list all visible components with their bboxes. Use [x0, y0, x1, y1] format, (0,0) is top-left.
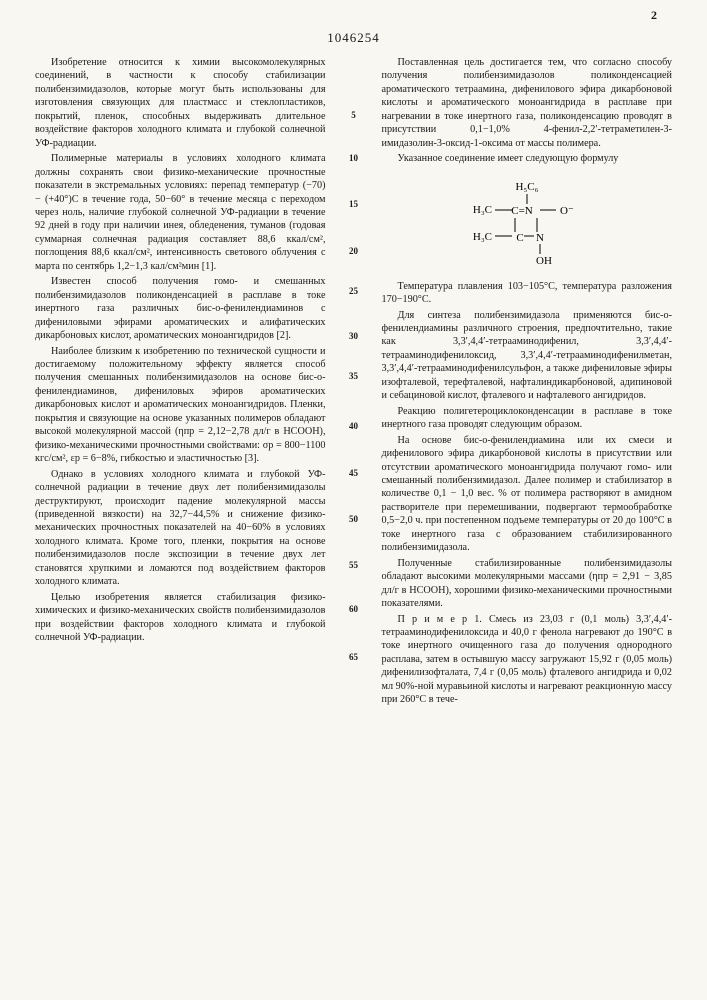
line-number: 60 [346, 604, 362, 614]
line-number: 45 [346, 468, 362, 478]
line-number: 20 [346, 246, 362, 256]
paragraph: П р и м е р 1. Смесь из 23,03 г (0,1 мол… [382, 613, 673, 707]
paragraph: Реакцию полигетероциклоконденсации в рас… [382, 405, 673, 432]
paragraph: Изобретение относится к химии высокомоле… [35, 56, 326, 150]
line-number: 35 [346, 371, 362, 381]
chemical-structure: H₅C₆ H₃C C=N O⁻ H₃C C N OH [382, 174, 673, 272]
molecule-svg: H₅C₆ H₃C C=N O⁻ H₃C C N OH [452, 178, 602, 268]
chem-label: H₃C [473, 231, 492, 243]
paragraph: Температура плавления 103−105°С, темпера… [382, 280, 673, 307]
paragraph: Наиболее близким к изобретению по технич… [35, 345, 326, 466]
chem-label: H₃C [473, 204, 492, 216]
right-column: Поставленная цель достигается тем, что с… [382, 56, 673, 709]
chem-label: C=N [511, 205, 533, 217]
chem-label: H₅C₆ [515, 181, 538, 193]
paragraph: Однако в условиях холодного климата и гл… [35, 468, 326, 589]
line-number: 5 [346, 110, 362, 120]
chem-label: N [536, 232, 544, 244]
paragraph: Поставленная цель достигается тем, что с… [382, 56, 673, 150]
line-number: 40 [346, 421, 362, 431]
line-number: 50 [346, 514, 362, 524]
line-number: 15 [346, 199, 362, 209]
line-number: 65 [346, 652, 362, 662]
paragraph: Известен способ получения гомо- и смешан… [35, 275, 326, 342]
line-numbers-gutter: 5 10 15 20 25 30 35 40 45 50 55 60 65 [346, 56, 362, 709]
line-number: 25 [346, 286, 362, 296]
chem-label: OH [536, 255, 552, 267]
chem-label: C [516, 232, 523, 244]
paragraph: Указанное соединение имеет следующую фор… [382, 152, 673, 165]
line-number: 10 [346, 153, 362, 163]
page-number: 2 [651, 8, 657, 23]
line-number: 30 [346, 331, 362, 341]
paragraph: Для синтеза полибензимидазола применяютс… [382, 309, 673, 403]
two-column-content: Изобретение относится к химии высокомоле… [35, 56, 672, 709]
chem-label: O⁻ [560, 205, 574, 217]
paragraph: Целью изобретения является стабилизация … [35, 591, 326, 645]
paragraph: На основе бис-о-фенилендиамина или их см… [382, 434, 673, 555]
paragraph: Полученные стабилизированные полибензими… [382, 557, 673, 611]
line-number: 55 [346, 560, 362, 570]
paragraph: Полимерные материалы в условиях холодног… [35, 152, 326, 273]
doc-number: 1046254 [35, 30, 672, 46]
left-column: Изобретение относится к химии высокомоле… [35, 56, 326, 709]
